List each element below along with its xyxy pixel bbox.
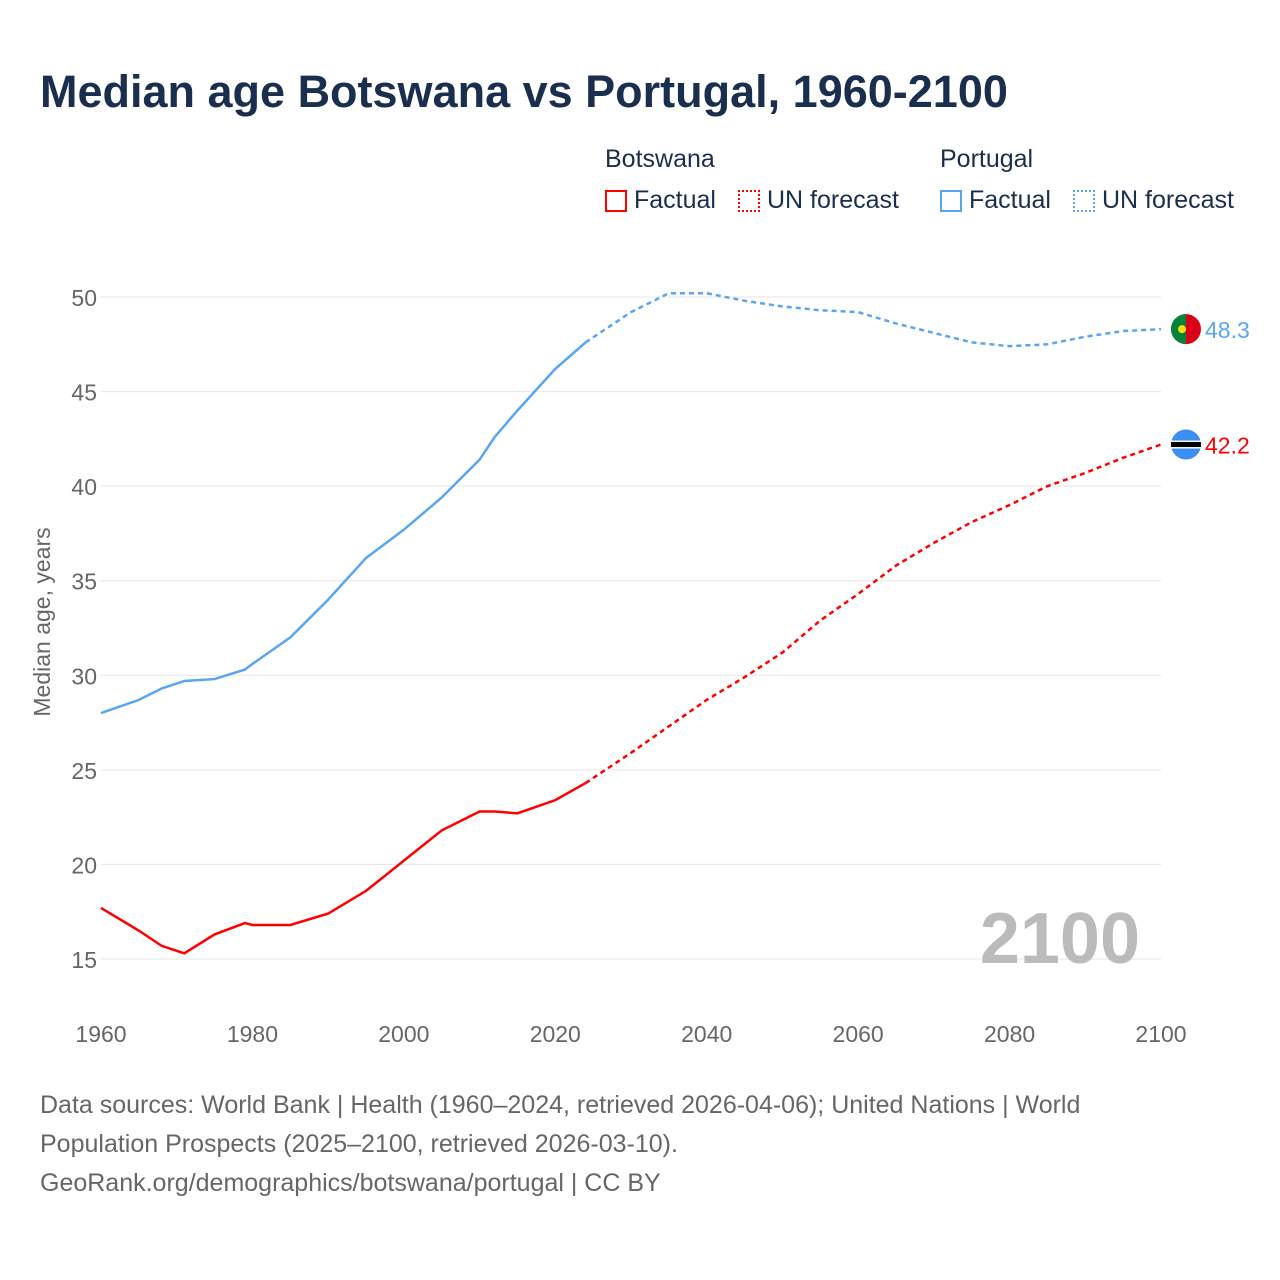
- legend-label: Factual: [634, 186, 716, 214]
- end-value-label-botswana: 42.2: [1205, 433, 1250, 459]
- botswana-flag-black: [1171, 442, 1201, 448]
- footer: Data sources: World Bank | Health (1960–…: [40, 1086, 1220, 1203]
- legend-swatch: [940, 190, 962, 212]
- y-tick-label: 45: [71, 380, 97, 406]
- x-tick-label: 2060: [833, 1021, 884, 1047]
- legend-swatch: [605, 190, 627, 212]
- y-tick-label: 50: [71, 285, 97, 311]
- y-axis-label: Median age, years: [29, 527, 55, 716]
- chart-title: Median age Botswana vs Portugal, 1960-21…: [40, 66, 1008, 117]
- legend-group-portugal: Portugal: [940, 145, 1034, 173]
- series-line-botswana-forecast: [584, 443, 1162, 785]
- source-link[interactable]: GeoRank.org/demographics/botswana/portug…: [40, 1169, 661, 1197]
- x-tick-label: 1980: [227, 1021, 278, 1047]
- source-line-1: Data sources: World Bank | Health (1960–…: [40, 1091, 1081, 1119]
- y-tick-label: 40: [71, 474, 97, 500]
- plot-area: 15 20 25 30 35 40 45 50 1960 1980 2000 2020 2040 2060…: [29, 285, 1250, 1047]
- series-line-portugal-factual: [100, 341, 587, 715]
- legend-label: Factual: [969, 186, 1051, 214]
- end-value-label-portugal: 48.3: [1205, 317, 1250, 343]
- x-tick-label: 2040: [681, 1021, 732, 1047]
- x-tick-label: 2080: [984, 1021, 1035, 1047]
- legend-portugal-factual[interactable]: Factual: [940, 186, 1051, 215]
- x-tick-label: 1960: [75, 1021, 126, 1047]
- y-tick-label: 20: [71, 852, 97, 878]
- y-tick-label: 35: [71, 569, 97, 595]
- series-line-portugal-forecast: [584, 291, 1162, 348]
- legend-swatch: [738, 190, 760, 212]
- x-tick-label: 2100: [1135, 1021, 1186, 1047]
- y-tick-label: 25: [71, 758, 97, 784]
- legend-group-botswana: Botswana: [605, 145, 715, 173]
- x-tick-label: 2000: [378, 1021, 429, 1047]
- series-line-botswana-factual: [100, 782, 587, 955]
- legend-portugal-forecast[interactable]: UN forecast: [1073, 186, 1234, 215]
- legend-swatch: [1073, 190, 1095, 212]
- portugal-flag-emblem: [1178, 325, 1186, 334]
- legend-botswana-forecast[interactable]: UN forecast: [738, 186, 899, 215]
- x-tick-label: 2020: [530, 1021, 581, 1047]
- source-line-2: Population Prospects (2025–2100, retriev…: [40, 1130, 678, 1158]
- legend-label: UN forecast: [1102, 186, 1234, 214]
- y-tick-label: 15: [71, 947, 97, 973]
- legend-label: UN forecast: [767, 186, 899, 214]
- year-watermark: 2100: [980, 899, 1140, 979]
- legend-botswana-factual[interactable]: Factual: [605, 186, 716, 215]
- y-tick-label: 30: [71, 663, 97, 689]
